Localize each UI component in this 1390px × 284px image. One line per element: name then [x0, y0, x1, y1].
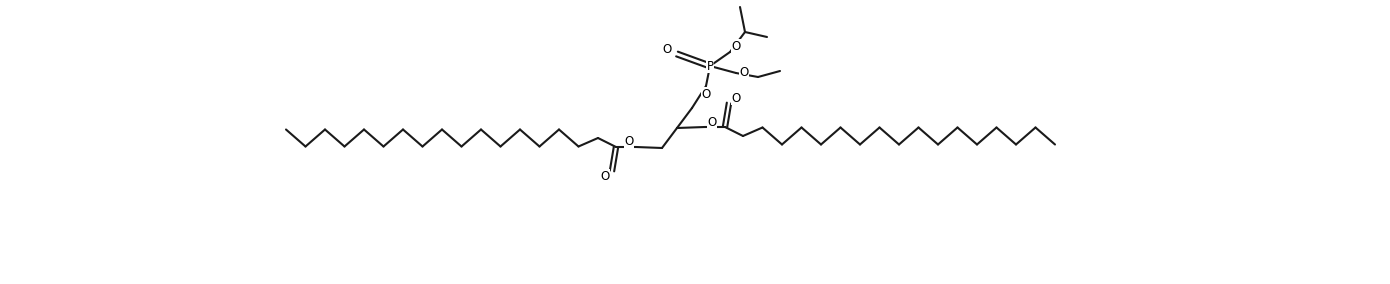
- Text: P: P: [706, 60, 713, 72]
- Text: O: O: [731, 39, 741, 53]
- Text: O: O: [663, 43, 671, 55]
- Text: O: O: [624, 135, 634, 149]
- Text: O: O: [731, 91, 741, 105]
- Text: O: O: [600, 170, 610, 183]
- Text: O: O: [702, 87, 710, 101]
- Text: O: O: [739, 66, 749, 78]
- Text: O: O: [708, 116, 717, 128]
